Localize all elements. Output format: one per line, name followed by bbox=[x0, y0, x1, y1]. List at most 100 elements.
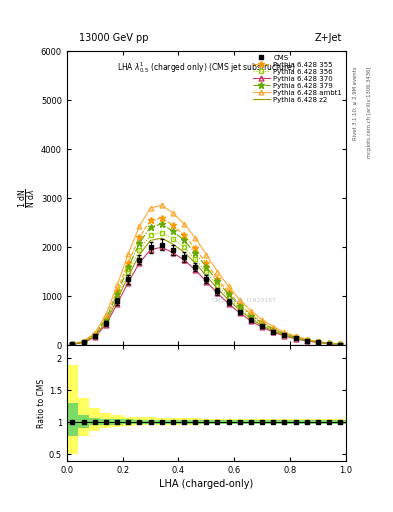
Pythia 6.428 z2 bbox=[103, 319, 108, 326]
Pythia 6.428 379 bbox=[305, 337, 309, 343]
Pythia 6.428 370 bbox=[115, 301, 119, 307]
Pythia 6.428 370 bbox=[249, 318, 253, 324]
Pythia 6.428 356 bbox=[293, 335, 298, 341]
Pythia 6.428 z2 bbox=[249, 316, 253, 322]
Pythia 6.428 379 bbox=[226, 291, 231, 297]
Line: Pythia 6.428 356: Pythia 6.428 356 bbox=[70, 230, 343, 347]
Pythia 6.428 370 bbox=[137, 260, 142, 266]
Pythia 6.428 355 bbox=[159, 215, 164, 221]
Pythia 6.428 356 bbox=[148, 232, 153, 238]
Pythia 6.428 370 bbox=[338, 342, 343, 348]
Pythia 6.428 355 bbox=[204, 260, 209, 266]
Pythia 6.428 ambt1 bbox=[215, 268, 220, 274]
Pythia 6.428 356 bbox=[305, 337, 309, 344]
Pythia 6.428 355 bbox=[305, 337, 309, 343]
Pythia 6.428 355 bbox=[249, 311, 253, 317]
Pythia 6.428 379 bbox=[193, 249, 198, 255]
Pythia 6.428 356 bbox=[327, 340, 331, 347]
Pythia 6.428 356 bbox=[204, 269, 209, 275]
Pythia 6.428 370 bbox=[260, 324, 264, 330]
Pythia 6.428 z2 bbox=[316, 339, 320, 346]
Pythia 6.428 379 bbox=[148, 224, 153, 230]
Pythia 6.428 z2 bbox=[282, 332, 287, 338]
Pythia 6.428 370 bbox=[237, 310, 242, 316]
Line: Pythia 6.428 ambt1: Pythia 6.428 ambt1 bbox=[70, 203, 343, 347]
Pythia 6.428 z2 bbox=[126, 273, 130, 279]
Pythia 6.428 z2 bbox=[260, 323, 264, 329]
Pythia 6.428 ambt1 bbox=[115, 283, 119, 289]
Pythia 6.428 z2 bbox=[293, 335, 298, 342]
Pythia 6.428 379 bbox=[237, 303, 242, 309]
Pythia 6.428 379 bbox=[103, 316, 108, 323]
Pythia 6.428 370 bbox=[293, 336, 298, 342]
Pythia 6.428 ambt1 bbox=[316, 338, 320, 345]
Pythia 6.428 355 bbox=[316, 339, 320, 345]
Legend: CMS, Pythia 6.428 355, Pythia 6.428 356, Pythia 6.428 370, Pythia 6.428 379, Pyt: CMS, Pythia 6.428 355, Pythia 6.428 356,… bbox=[251, 53, 344, 104]
Pythia 6.428 356 bbox=[193, 256, 198, 262]
Pythia 6.428 ambt1 bbox=[193, 235, 198, 241]
Pythia 6.428 355 bbox=[148, 217, 153, 223]
Pythia 6.428 ambt1 bbox=[148, 205, 153, 211]
Pythia 6.428 370 bbox=[159, 244, 164, 250]
Pythia 6.428 355 bbox=[81, 338, 86, 345]
Text: Z+Jet: Z+Jet bbox=[314, 33, 342, 44]
Pythia 6.428 356 bbox=[215, 283, 220, 289]
Pythia 6.428 ambt1 bbox=[271, 324, 275, 330]
Pythia 6.428 355 bbox=[92, 331, 97, 337]
Pythia 6.428 z2 bbox=[92, 333, 97, 339]
Pythia 6.428 370 bbox=[81, 339, 86, 346]
Pythia 6.428 370 bbox=[92, 334, 97, 340]
Pythia 6.428 356 bbox=[137, 247, 142, 253]
Pythia 6.428 355 bbox=[237, 301, 242, 307]
Pythia 6.428 355 bbox=[215, 275, 220, 282]
Pythia 6.428 z2 bbox=[237, 307, 242, 313]
Pythia 6.428 355 bbox=[327, 340, 331, 347]
Pythia 6.428 ambt1 bbox=[260, 316, 264, 323]
Pythia 6.428 z2 bbox=[148, 238, 153, 244]
Pythia 6.428 379 bbox=[126, 264, 130, 270]
Pythia 6.428 355 bbox=[260, 319, 264, 325]
Pythia 6.428 356 bbox=[126, 270, 130, 276]
Pythia 6.428 356 bbox=[226, 295, 231, 301]
Pythia 6.428 379 bbox=[115, 291, 119, 297]
Pythia 6.428 ambt1 bbox=[103, 312, 108, 318]
Pythia 6.428 ambt1 bbox=[249, 308, 253, 314]
Pythia 6.428 z2 bbox=[171, 241, 175, 247]
Pythia 6.428 355 bbox=[182, 232, 186, 238]
Pythia 6.428 370 bbox=[171, 249, 175, 255]
Pythia 6.428 370 bbox=[215, 290, 220, 296]
Pythia 6.428 355 bbox=[338, 342, 343, 348]
Pythia 6.428 379 bbox=[81, 339, 86, 345]
Text: LHA $\lambda^{1}_{0.5}$ (charged only) (CMS jet substructure): LHA $\lambda^{1}_{0.5}$ (charged only) (… bbox=[117, 60, 296, 75]
Pythia 6.428 355 bbox=[137, 234, 142, 241]
Pythia 6.428 z2 bbox=[327, 340, 331, 347]
Pythia 6.428 356 bbox=[115, 295, 119, 301]
Pythia 6.428 z2 bbox=[338, 342, 343, 348]
Y-axis label: Ratio to CMS: Ratio to CMS bbox=[37, 378, 46, 428]
Pythia 6.428 379 bbox=[159, 221, 164, 227]
Pythia 6.428 356 bbox=[103, 318, 108, 324]
Pythia 6.428 355 bbox=[171, 222, 175, 228]
X-axis label: LHA (charged-only): LHA (charged-only) bbox=[159, 479, 253, 489]
Pythia 6.428 356 bbox=[92, 333, 97, 339]
Pythia 6.428 379 bbox=[327, 340, 331, 347]
Pythia 6.428 356 bbox=[70, 341, 75, 347]
Pythia 6.428 z2 bbox=[305, 337, 309, 344]
Pythia 6.428 379 bbox=[70, 341, 75, 347]
Pythia 6.428 356 bbox=[282, 332, 287, 338]
Pythia 6.428 370 bbox=[271, 329, 275, 335]
Y-axis label: $\frac{1}{\mathrm{N}} \frac{\mathrm{dN}}{\mathrm{d}\lambda}$: $\frac{1}{\mathrm{N}} \frac{\mathrm{dN}}… bbox=[17, 188, 38, 208]
Pythia 6.428 z2 bbox=[215, 286, 220, 292]
Pythia 6.428 379 bbox=[282, 331, 287, 337]
Pythia 6.428 355 bbox=[103, 315, 108, 321]
Pythia 6.428 ambt1 bbox=[126, 251, 130, 257]
Pythia 6.428 ambt1 bbox=[182, 221, 186, 227]
Text: CMS_2021_I1920187: CMS_2021_I1920187 bbox=[212, 297, 277, 303]
Pythia 6.428 370 bbox=[126, 280, 130, 286]
Pythia 6.428 379 bbox=[137, 240, 142, 246]
Pythia 6.428 356 bbox=[182, 244, 186, 250]
Pythia 6.428 ambt1 bbox=[81, 338, 86, 344]
Pythia 6.428 ambt1 bbox=[92, 330, 97, 336]
Pythia 6.428 z2 bbox=[81, 339, 86, 345]
Pythia 6.428 370 bbox=[282, 333, 287, 339]
